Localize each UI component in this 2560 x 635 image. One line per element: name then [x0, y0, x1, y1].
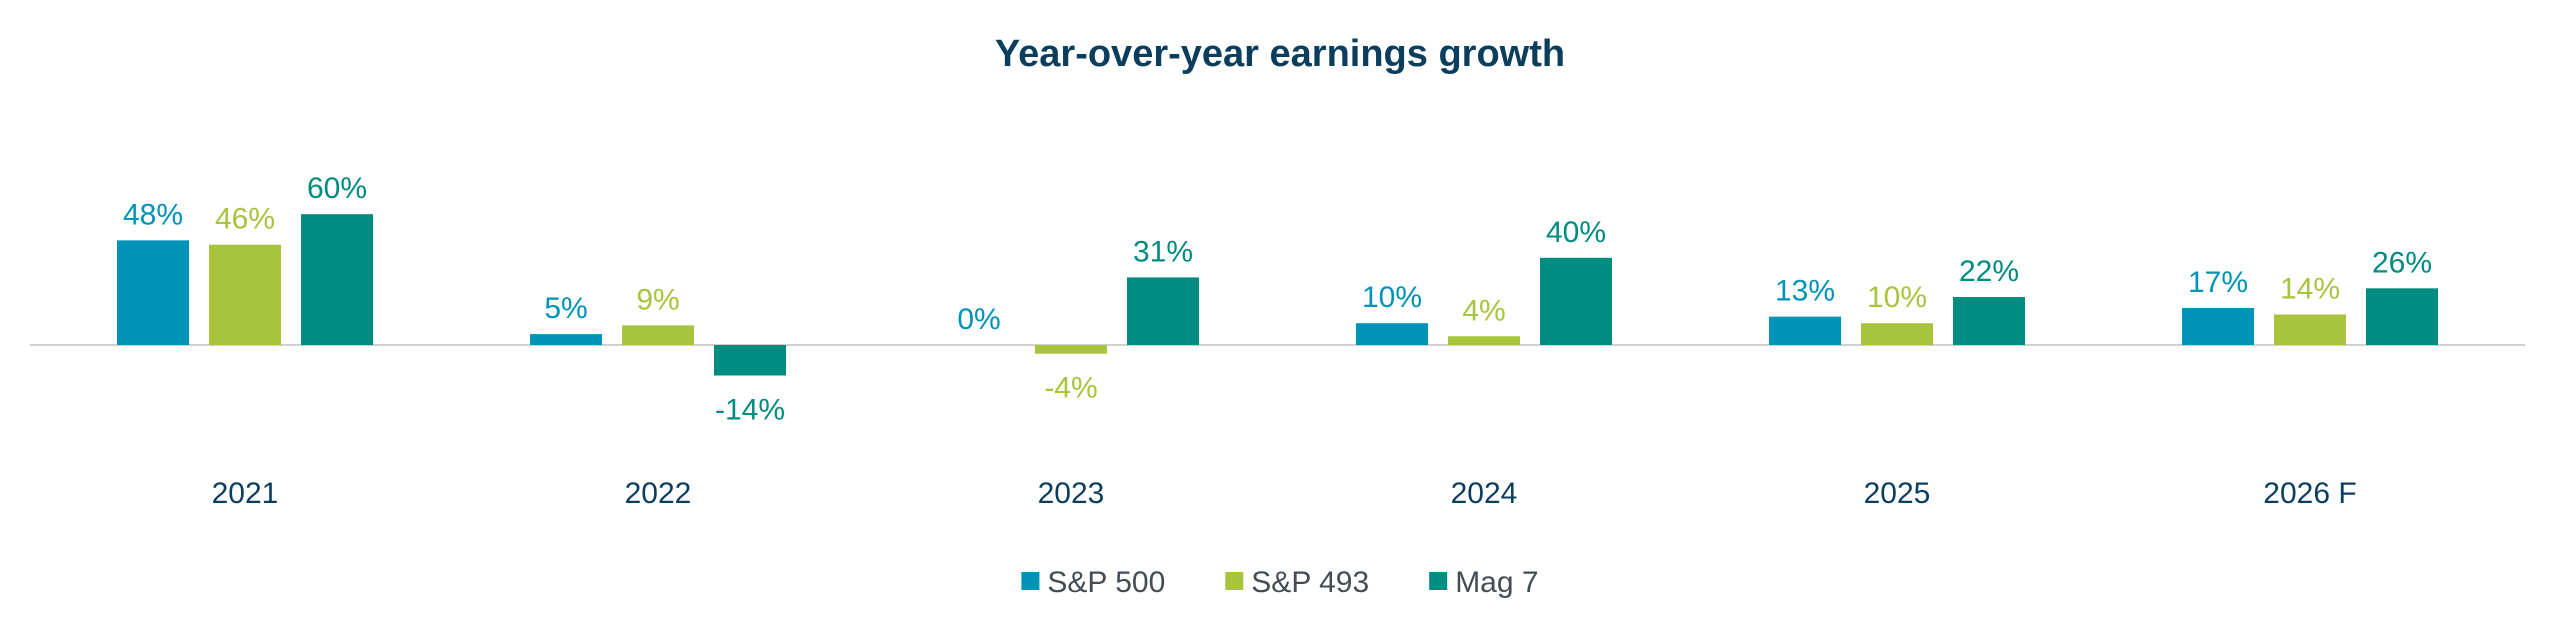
category-label: 2025	[1864, 477, 1931, 510]
category-labels-layer: 2021 2022 2023 2024 2025 2026 F	[212, 477, 2357, 510]
value-label: 22%	[1959, 255, 2019, 288]
bar-s-p-500-2022	[530, 334, 602, 345]
value-label: 60%	[307, 172, 367, 205]
legend-label: S&P 493	[1251, 566, 1369, 599]
bar-s-p-500-2021	[117, 240, 189, 345]
value-label: 10%	[1362, 281, 1422, 314]
bar-s-p-493-2026-f	[2274, 314, 2346, 345]
value-label: 46%	[215, 203, 275, 236]
chart-title: Year-over-year earnings growth	[995, 33, 1565, 75]
value-label: 17%	[2188, 266, 2248, 299]
bar-s-p-493-2023	[1035, 345, 1107, 354]
value-label: 10%	[1867, 281, 1927, 314]
value-labels-layer: 48% 46% 60% 5% 9% -14% 0% -4% 31% 10% 4% 40% 13% 10% 2…	[123, 172, 2432, 426]
legend-swatch	[1021, 572, 1040, 590]
value-label: 48%	[123, 198, 183, 231]
legend: S&P 500 S&P 493 Mag 7	[1021, 566, 1539, 599]
bar-s-p-493-2025	[1861, 323, 1933, 345]
value-label: 0%	[957, 303, 1000, 336]
bar-mag-7-2023	[1127, 277, 1199, 345]
value-label: 4%	[1462, 294, 1505, 327]
category-label: 2026 F	[2263, 477, 2356, 510]
legend-swatch	[1429, 572, 1448, 590]
bar-mag-7-2022	[714, 345, 786, 376]
legend-label: Mag 7	[1455, 566, 1538, 599]
bar-s-p-493-2024	[1448, 336, 1520, 345]
value-label: 31%	[1133, 235, 1193, 268]
bar-mag-7-2024	[1540, 257, 1612, 345]
bar-mag-7-2021	[301, 214, 373, 345]
bars-layer	[30, 214, 2525, 376]
bar-s-p-500-2026-f	[2182, 307, 2254, 345]
value-label: 9%	[636, 283, 679, 316]
value-label: -14%	[715, 394, 785, 427]
category-label: 2023	[1038, 477, 1105, 510]
bar-mag-7-2026-f	[2366, 288, 2438, 345]
bar-s-p-493-2022	[622, 325, 694, 345]
legend-item-mag-7: Mag 7	[1429, 566, 1539, 599]
value-label: 14%	[2280, 272, 2340, 305]
legend-item-s-p-500: S&P 500	[1021, 566, 1165, 599]
legend-swatch	[1225, 572, 1244, 590]
value-label: 5%	[544, 292, 587, 325]
bar-mag-7-2025	[1953, 297, 2025, 345]
category-label: 2022	[625, 477, 692, 510]
category-label: 2021	[212, 477, 279, 510]
value-label: 26%	[2372, 246, 2432, 279]
category-label: 2024	[1451, 477, 1518, 510]
value-label: -4%	[1044, 372, 1097, 405]
bar-s-p-500-2024	[1356, 323, 1428, 345]
legend-label: S&P 500	[1047, 566, 1165, 599]
bar-s-p-493-2021	[209, 244, 281, 345]
legend-item-s-p-493: S&P 493	[1225, 566, 1369, 599]
bar-s-p-500-2025	[1769, 316, 1841, 345]
value-label: 13%	[1775, 275, 1835, 308]
value-label: 40%	[1546, 216, 1606, 249]
